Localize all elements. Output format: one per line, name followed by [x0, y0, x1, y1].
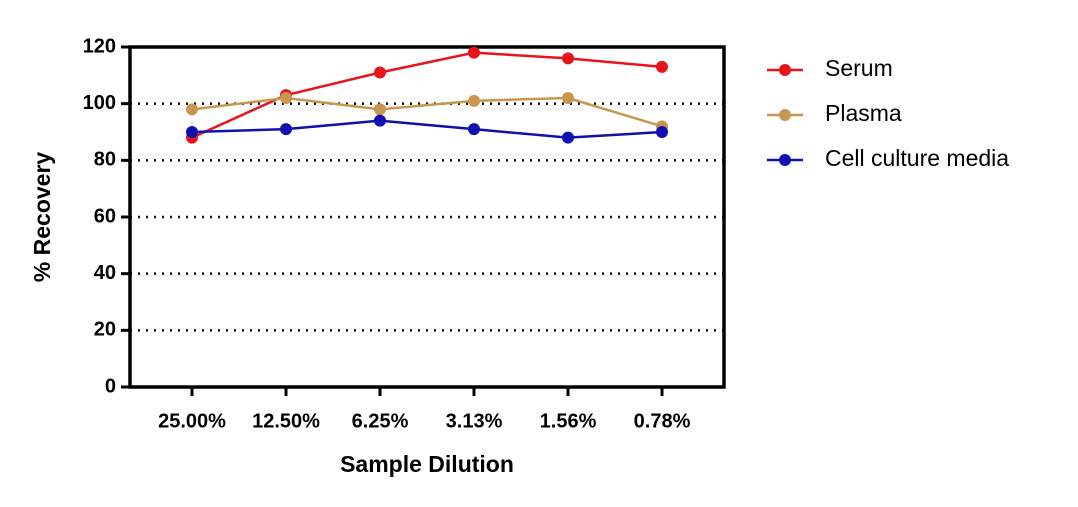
data-point: [280, 123, 292, 136]
data-point: [374, 103, 386, 116]
x-tick-label: 1.56%: [540, 410, 597, 432]
data-point: [468, 123, 480, 136]
legend-label: Serum: [825, 55, 893, 81]
data-point: [374, 114, 386, 127]
y-tick-label: 100: [83, 92, 116, 114]
data-point: [186, 103, 198, 116]
legend-label: Cell culture media: [825, 145, 1009, 171]
y-tick-label: 60: [94, 205, 116, 227]
y-tick-label: 0: [105, 375, 116, 397]
y-axis-label: % Recovery: [29, 152, 55, 283]
legend-marker: [779, 154, 791, 166]
data-point: [468, 94, 480, 107]
series-line: [191, 51, 663, 139]
series-line: [191, 119, 663, 139]
legend-marker: [779, 109, 791, 121]
legend-label: Plasma: [825, 100, 902, 126]
data-point: [374, 66, 386, 79]
y-tick-label: 120: [83, 35, 116, 57]
series-line: [191, 96, 663, 128]
x-axis-label: Sample Dilution: [340, 451, 514, 477]
data-point: [468, 46, 480, 59]
data-point: [186, 126, 198, 138]
data-point: [656, 126, 668, 138]
y-tick-label: 80: [94, 149, 116, 171]
data-point: [562, 131, 574, 144]
y-tick-label: 20: [94, 319, 116, 341]
data-point: [656, 60, 668, 73]
legend-marker: [779, 64, 791, 76]
plot-frame: [128, 45, 726, 389]
data-point: [562, 92, 574, 104]
x-tick-label: 6.25%: [352, 410, 409, 432]
x-tick-label: 0.78%: [634, 410, 691, 432]
y-tick-label: 40: [94, 262, 116, 284]
x-tick-label: 25.00%: [158, 410, 226, 432]
data-point: [562, 52, 574, 65]
x-tick-label: 3.13%: [446, 410, 503, 432]
x-tick-label: 12.50%: [252, 410, 320, 432]
data-point: [280, 92, 292, 104]
